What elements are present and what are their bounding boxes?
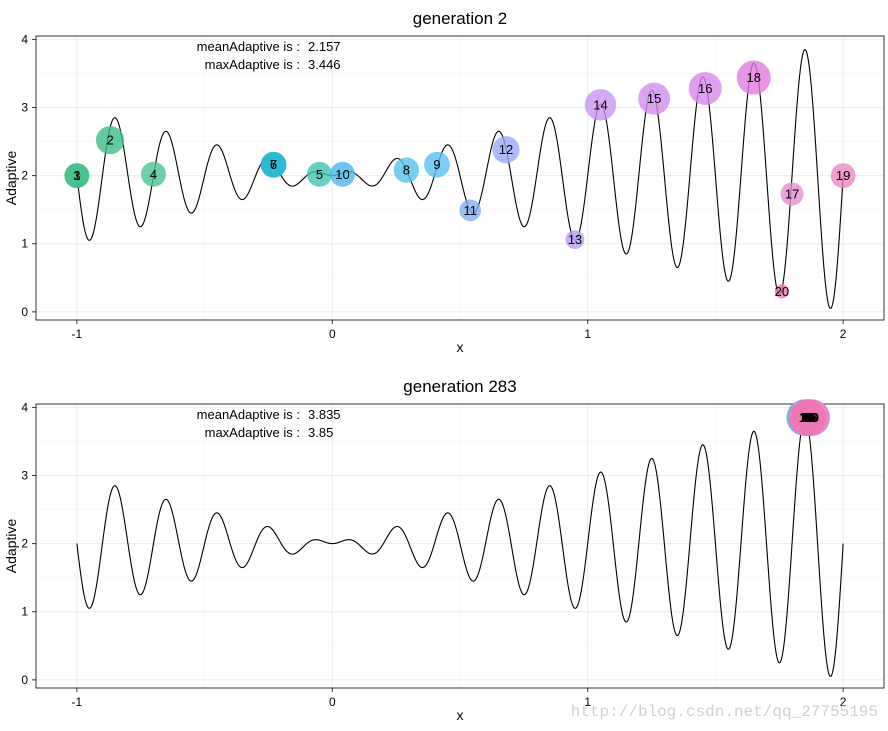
- chart-panel-2: generation 283-1 0 1 201234xAdaptive1234567…: [3, 377, 885, 723]
- watermark: http://blog.csdn.net/qq_27755195: [570, 703, 878, 721]
- mean-adaptive-label: meanAdaptive is :: [197, 407, 300, 422]
- point-label-6: 6: [270, 157, 277, 172]
- point-label-3: 3: [803, 410, 810, 425]
- point-label-16: 16: [802, 410, 816, 425]
- data-point-15: [638, 82, 671, 115]
- point-label-8: 8: [403, 163, 410, 178]
- x-tick-label: 1: [584, 327, 591, 341]
- point-label-10: 10: [335, 167, 349, 182]
- data-point-4: [140, 161, 166, 187]
- point-label-11: 11: [799, 410, 813, 425]
- point-label-5: 5: [316, 167, 323, 182]
- data-point-19: [830, 163, 856, 189]
- data-point-9: [424, 151, 450, 178]
- point-label-4: 4: [150, 167, 157, 182]
- point-label-19: 19: [836, 168, 850, 183]
- max-adaptive-label: maxAdaptive is :: [205, 425, 300, 440]
- mean-adaptive-value: 3.835: [308, 407, 341, 422]
- data-point-5: [307, 161, 333, 187]
- data-point-18: [736, 60, 771, 95]
- point-label-20: 20: [775, 284, 789, 299]
- point-label-7: 7: [270, 157, 277, 172]
- fitness-curve: [76, 417, 844, 678]
- point-label-18: 18: [803, 410, 817, 425]
- x-tick-label: 0: [329, 695, 336, 709]
- max-adaptive-label: maxAdaptive is :: [205, 57, 300, 72]
- point-label-15: 15: [801, 410, 815, 425]
- point-label-6: 6: [805, 410, 812, 425]
- y-tick-label: 1: [21, 237, 28, 251]
- y-tick-label: 3: [21, 101, 28, 115]
- data-point-7: [260, 151, 287, 178]
- point-label-10: 10: [804, 410, 818, 425]
- point-label-15: 15: [647, 91, 661, 106]
- point-label-9: 9: [433, 157, 440, 172]
- point-label-20: 20: [800, 410, 814, 425]
- point-label-8: 8: [807, 410, 814, 425]
- point-label-1: 1: [801, 410, 808, 425]
- x-tick-label: 2: [840, 327, 847, 341]
- point-label-2: 2: [802, 410, 809, 425]
- data-point-20: [789, 399, 826, 436]
- data-point-3: [64, 163, 90, 189]
- x-axis-title: x: [457, 339, 464, 355]
- point-label-12: 12: [499, 142, 513, 157]
- mean-adaptive-value: 2.157: [308, 39, 341, 54]
- x-axis-title: x: [457, 707, 464, 723]
- point-label-12: 12: [799, 410, 813, 425]
- mean-adaptive-label: meanAdaptive is :: [197, 39, 300, 54]
- point-label-1: 1: [73, 168, 80, 183]
- x-tick-label: -1: [72, 695, 83, 709]
- max-adaptive-value: 3.85: [308, 425, 333, 440]
- y-tick-label: 1: [21, 605, 28, 619]
- y-tick-label: 0: [21, 673, 28, 687]
- point-label-14: 14: [593, 97, 607, 112]
- plot-border: [35, 35, 885, 321]
- y-tick-label: 0: [21, 305, 28, 319]
- point-label-13: 13: [568, 232, 582, 247]
- data-point-20: [774, 284, 789, 299]
- x-tick-label: -1: [72, 327, 83, 341]
- point-label-3: 3: [73, 168, 80, 183]
- data-point-2: [95, 126, 125, 155]
- point-label-11: 11: [463, 203, 477, 218]
- point-label-17: 17: [803, 410, 817, 425]
- data-point-16: [688, 71, 722, 105]
- point-label-7: 7: [806, 410, 813, 425]
- chart-title: generation 2: [413, 9, 508, 28]
- data-point-10: [330, 161, 356, 187]
- data-point-14: [584, 89, 617, 121]
- max-adaptive-value: 3.446: [308, 57, 341, 72]
- fitness-curve: [76, 49, 844, 310]
- point-label-14: 14: [800, 410, 814, 425]
- point-label-9: 9: [807, 410, 814, 425]
- data-point-12: [492, 136, 520, 164]
- data-point-8: [393, 157, 420, 183]
- data-point-13: [565, 230, 585, 250]
- y-tick-label: 4: [21, 400, 28, 414]
- point-label-13: 13: [800, 410, 814, 425]
- y-tick-label: 4: [21, 32, 28, 46]
- x-tick-label: 0: [329, 327, 336, 341]
- y-tick-label: 2: [21, 537, 28, 551]
- y-tick-label: 2: [21, 169, 28, 183]
- point-label-19: 19: [804, 410, 818, 425]
- data-point-17: [780, 182, 804, 206]
- x-tick-label: 1: [584, 695, 591, 709]
- plot-border: [35, 403, 885, 689]
- point-label-5: 5: [804, 410, 811, 425]
- y-axis-title: Adaptive: [3, 151, 19, 206]
- point-label-4: 4: [804, 410, 811, 425]
- chart-title: generation 283: [403, 377, 516, 396]
- point-label-16: 16: [698, 81, 712, 96]
- x-tick-label: 2: [840, 695, 847, 709]
- data-point-11: [459, 199, 482, 222]
- point-label-2: 2: [106, 133, 113, 148]
- point-label-17: 17: [785, 187, 799, 202]
- y-axis-title: Adaptive: [3, 519, 19, 574]
- point-label-18: 18: [747, 70, 761, 85]
- y-tick-label: 3: [21, 469, 28, 483]
